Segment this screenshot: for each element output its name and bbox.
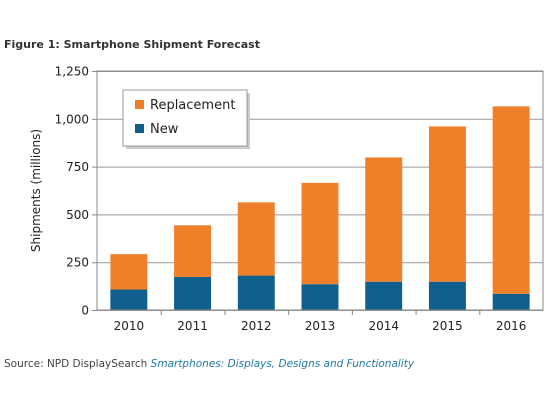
x-tick-labels: 2010 2011 2012 2013 2014 2015 2016 (114, 310, 527, 333)
y-tick-label: 1,000 (55, 112, 89, 126)
x-tick-label: 2016 (496, 319, 527, 333)
y-tick-label: 1,250 (55, 65, 89, 79)
source-prefix: Source: NPD DisplaySearch (4, 358, 148, 370)
bar-new-2012 (237, 275, 275, 310)
x-tick-label: 2010 (114, 319, 145, 333)
source-note: Source: NPD DisplaySearch Smartphones: D… (4, 358, 414, 370)
bar-replacement-2012 (237, 202, 275, 276)
plot-frame (96, 70, 544, 311)
legend-label-new: New (150, 122, 179, 137)
y-tick-label: 750 (66, 160, 89, 174)
bar-replacement-2013 (301, 182, 339, 285)
bar-new-2011 (174, 276, 212, 310)
y-tick-label: 0 (81, 304, 89, 318)
legend-swatch-replacement (135, 100, 144, 109)
legend-swatch-new (135, 124, 144, 133)
x-tick-label: 2015 (432, 319, 463, 333)
bar-replacement-2014 (365, 157, 403, 282)
bars (110, 106, 530, 310)
bar-new-2010 (110, 289, 148, 310)
bar-replacement-2010 (110, 254, 148, 290)
y-tick-labels: 0 250 500 750 1,000 1,250 (55, 65, 89, 318)
bar-new-2016 (492, 293, 530, 310)
bar-new-2015 (428, 281, 466, 310)
legend: Replacement New (122, 89, 250, 149)
x-tick-label: 2011 (177, 319, 208, 333)
x-tick-label: 2014 (368, 319, 399, 333)
y-tick-label: 500 (66, 208, 89, 222)
figure-title: Figure 1: Smartphone Shipment Forecast (4, 38, 260, 51)
bar-replacement-2016 (492, 106, 530, 294)
legend-box (122, 89, 248, 147)
x-tick-label: 2012 (241, 319, 272, 333)
x-tick-label: 2013 (305, 319, 336, 333)
bar-new-2013 (301, 284, 339, 310)
source-title: Smartphones: Displays, Designs and Funct… (150, 358, 415, 370)
bar-replacement-2011 (174, 225, 212, 277)
y-axis-label: Shipments (millions) (29, 129, 43, 252)
y-tick-label: 250 (66, 256, 89, 270)
legend-label-replacement: Replacement (150, 98, 235, 113)
bar-replacement-2015 (428, 126, 466, 282)
bar-new-2014 (365, 281, 403, 310)
